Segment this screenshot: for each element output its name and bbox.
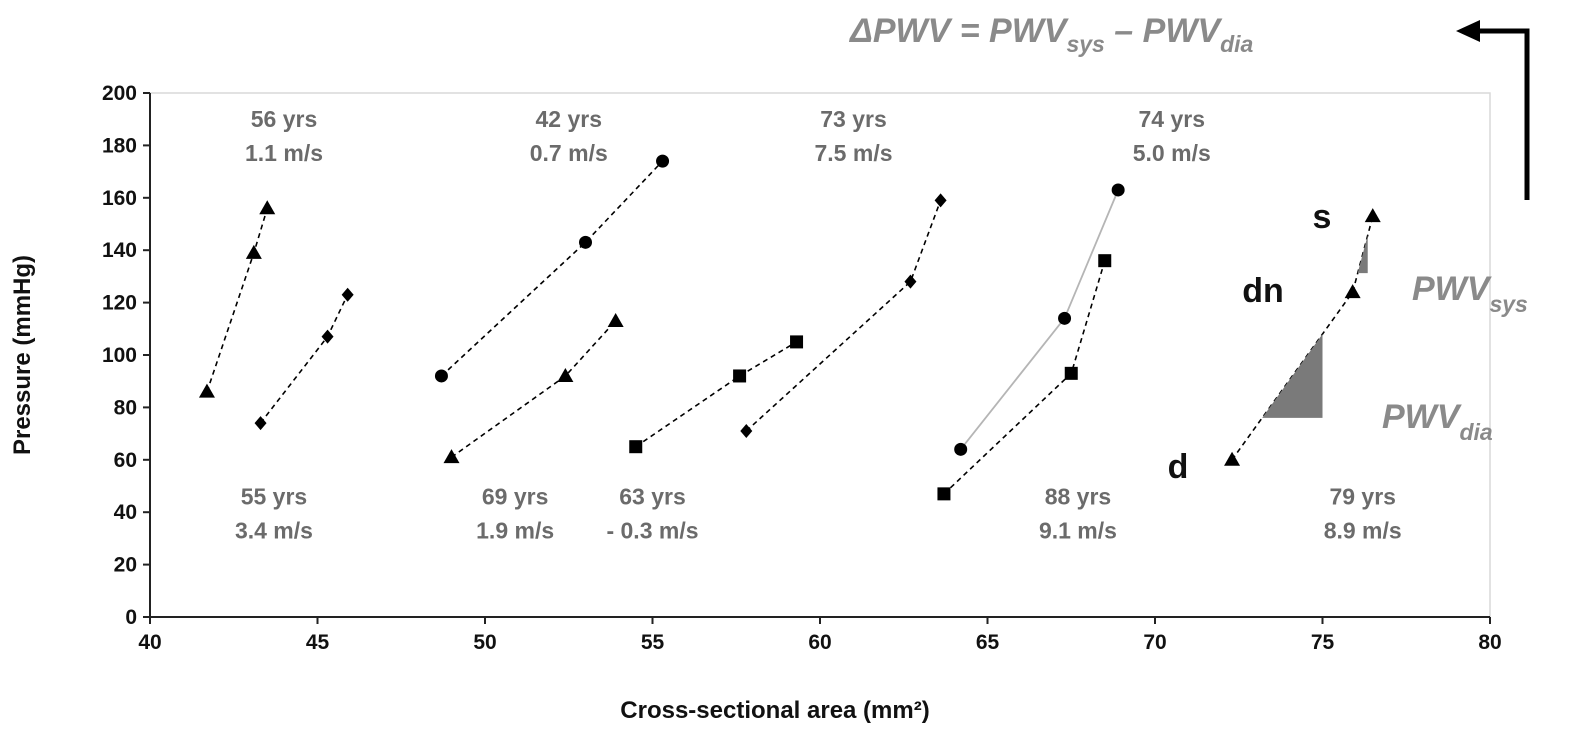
circle-marker — [656, 154, 670, 168]
square-marker — [733, 369, 747, 383]
y-tick-label: 180 — [102, 134, 137, 157]
delta-pwv-formula: ΔPWV = PWVsys – PWVdia — [848, 12, 1254, 57]
pwv-dia-main: PWV — [1382, 398, 1463, 436]
square-marker — [790, 335, 804, 349]
slope-shapes — [1262, 235, 1368, 418]
square-marker — [1064, 366, 1078, 380]
triangle-marker — [607, 312, 624, 327]
circle-marker — [579, 235, 592, 249]
annotation-age: 69 yrs — [482, 483, 549, 509]
triangle-marker — [1224, 451, 1241, 466]
annotation-age: 42 yrs — [535, 106, 602, 132]
markers — [198, 154, 1381, 501]
annotation-age: 88 yrs — [1045, 483, 1112, 509]
diamond-marker — [341, 287, 354, 302]
x-tick-label: 55 — [641, 631, 665, 654]
formula-lhs: ΔPWV = PWV — [848, 12, 1070, 50]
x-tick-label: 80 — [1478, 631, 1501, 654]
x-tick-label: 75 — [1311, 631, 1335, 654]
formula-sub-dia: dia — [1220, 31, 1253, 57]
ticks: 40 45 50 55 60 65 70 75 80 0 20 40 60 80 100 120 140 160 1… — [102, 82, 1502, 654]
x-tick-label: 60 — [808, 631, 831, 654]
square-marker — [629, 440, 643, 454]
y-tick-label: 200 — [102, 82, 137, 105]
annotation-pwv: 0.7 m/s — [530, 140, 608, 166]
y-tick-label: 60 — [114, 449, 137, 472]
annotation-pwv: 9.1 m/s — [1039, 517, 1117, 543]
y-tick-label: 140 — [102, 239, 137, 262]
annotation-age: 73 yrs — [820, 106, 887, 132]
series-line-5 — [745, 200, 942, 432]
label-dn: dn — [1242, 272, 1284, 310]
annotation-age: 74 yrs — [1138, 106, 1205, 132]
x-tick-label: 40 — [138, 631, 161, 654]
formula-sub-sys: sys — [1066, 31, 1104, 57]
pwv-dia-label: PWVdia — [1382, 398, 1493, 445]
annotation-age: 56 yrs — [251, 106, 318, 132]
series-line-2 — [440, 160, 664, 377]
triangle-marker — [245, 244, 262, 259]
annotation-age: 55 yrs — [241, 483, 308, 509]
formula-mid: – PWV — [1105, 12, 1224, 50]
pwv-sys-sub: sys — [1489, 291, 1527, 317]
y-tick-label: 120 — [102, 292, 137, 315]
annotation-pwv: 3.4 m/s — [235, 517, 313, 543]
circle-marker — [954, 442, 968, 456]
circle-marker — [1058, 311, 1072, 325]
triangle-marker — [1364, 208, 1381, 223]
annotation-pwv: 1.1 m/s — [245, 140, 323, 166]
annotation-pwv: 1.9 m/s — [476, 517, 554, 543]
plot-area — [149, 92, 1491, 618]
annotations: 56 yrs 1.1 m/s 42 yrs 0.7 m/s 73 yrs 7.5 m/s 7… — [235, 106, 1402, 543]
annotation-age: 79 yrs — [1329, 483, 1396, 509]
y-tick-label: 20 — [114, 554, 137, 577]
triangle-marker — [557, 367, 574, 382]
annotation-pwv: 5.0 m/s — [1133, 140, 1211, 166]
label-s: s — [1313, 198, 1332, 236]
pwv-dia-slope-triangle — [1262, 334, 1323, 418]
pwv-dia-sub: dia — [1459, 419, 1492, 445]
label-d: d — [1168, 448, 1189, 486]
x-tick-label: 50 — [473, 631, 496, 654]
diamond-marker — [740, 423, 753, 438]
triangle-marker — [443, 449, 460, 464]
annotation-pwv: 7.5 m/s — [815, 140, 893, 166]
pwv-sys-label: PWVsys — [1412, 270, 1528, 317]
x-tick-label: 45 — [306, 631, 330, 654]
triangle-marker — [198, 383, 215, 398]
triangle-marker — [259, 200, 276, 215]
annotation-pwv: - 0.3 m/s — [606, 517, 698, 543]
diamond-marker — [254, 416, 267, 431]
x-axis-title: Cross-sectional area (mm²) — [620, 697, 929, 724]
diamond-marker — [904, 274, 917, 289]
square-marker — [1098, 254, 1112, 268]
annotation-age: 63 yrs — [619, 483, 686, 509]
arrow-head — [1456, 20, 1480, 42]
y-tick-label: 0 — [125, 606, 137, 629]
circle-marker — [434, 369, 448, 383]
elbow-arrow — [1478, 28, 1530, 200]
diamond-marker — [934, 193, 947, 208]
x-tick-label: 70 — [1143, 631, 1166, 654]
y-axis-title: Pressure (mmHg) — [9, 255, 36, 455]
pwv-sys-main: PWV — [1412, 270, 1493, 308]
diamond-marker — [321, 329, 334, 344]
triangle-marker — [1344, 284, 1361, 299]
y-tick-label: 100 — [102, 344, 137, 367]
circle-marker — [1111, 183, 1125, 197]
y-tick-label: 160 — [102, 187, 137, 210]
pwv-sys-slope-triangle — [1357, 235, 1368, 274]
square-marker — [937, 487, 951, 501]
annotation-pwv: 8.9 m/s — [1324, 517, 1402, 543]
y-tick-label: 80 — [114, 396, 137, 419]
x-tick-label: 65 — [976, 631, 1000, 654]
y-tick-label: 40 — [114, 501, 137, 524]
